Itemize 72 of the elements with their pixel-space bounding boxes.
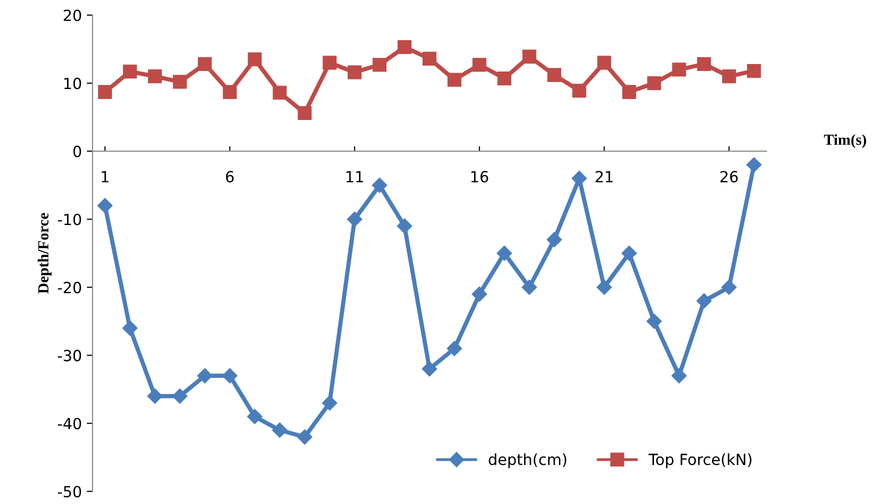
- point: [622, 246, 637, 261]
- point: [98, 85, 112, 99]
- point: [172, 74, 187, 89]
- point: [647, 76, 662, 90]
- point: [646, 314, 662, 329]
- x-tick-label: 1: [102, 171, 108, 182]
- point: [322, 395, 338, 411]
- point: [222, 85, 237, 99]
- point: [496, 246, 512, 261]
- y-tick-label: -20: [58, 282, 82, 294]
- point: [272, 86, 287, 100]
- point: [546, 232, 562, 248]
- x-tick-label: 26: [720, 170, 738, 182]
- y-tick-label: 0: [73, 146, 82, 158]
- y-tick-label: -40: [58, 418, 82, 430]
- point: [372, 58, 387, 72]
- x-tick-label: 16: [471, 170, 488, 182]
- point: [722, 69, 736, 84]
- point: [597, 56, 612, 70]
- point: [372, 178, 388, 193]
- y-tick-label: -10: [58, 214, 82, 226]
- point: [422, 361, 438, 376]
- point: [572, 170, 587, 186]
- point: [522, 280, 537, 295]
- point: [347, 212, 362, 227]
- legend-label: depth(cm): [488, 453, 566, 468]
- point: [322, 56, 337, 70]
- point: [721, 280, 737, 295]
- point: [197, 368, 212, 384]
- point: [222, 368, 238, 384]
- point: [272, 422, 288, 438]
- point: [398, 40, 412, 54]
- point: [448, 72, 462, 87]
- point: [622, 85, 636, 99]
- point: [123, 64, 137, 79]
- point: [298, 106, 312, 120]
- point: [122, 320, 138, 336]
- legend-label: Top Force(kN): [648, 453, 752, 468]
- y-tick-label: -30: [58, 350, 82, 362]
- point: [547, 68, 562, 82]
- y-tick-label: -50: [58, 486, 82, 498]
- x-tick-label: 6: [226, 170, 234, 182]
- x-tick-label: 21: [596, 170, 613, 182]
- point: [148, 69, 162, 84]
- point: [198, 57, 212, 72]
- point: [672, 368, 687, 384]
- point: [497, 71, 512, 86]
- point: [746, 157, 762, 172]
- point: [446, 340, 462, 356]
- point: [696, 293, 712, 308]
- point: [396, 218, 412, 234]
- y-tick-label: 20: [64, 10, 82, 22]
- point: [472, 286, 487, 302]
- point: [472, 58, 486, 72]
- y-tick-label: 10: [64, 78, 82, 90]
- point: [248, 52, 262, 66]
- point: [672, 62, 686, 76]
- point: [297, 429, 312, 445]
- point: [247, 408, 262, 424]
- point: [697, 57, 712, 72]
- x-axis-title: Tim(s): [824, 134, 866, 148]
- y-axis-title: Depth/Force: [38, 213, 52, 294]
- point: [522, 50, 536, 64]
- point: [97, 198, 113, 214]
- x-tick-label: 11: [346, 171, 363, 182]
- point: [572, 84, 586, 98]
- point: [172, 388, 188, 404]
- point: [422, 52, 436, 66]
- point: [147, 388, 162, 404]
- point: [596, 280, 612, 295]
- point: [348, 65, 362, 80]
- point: [747, 64, 761, 78]
